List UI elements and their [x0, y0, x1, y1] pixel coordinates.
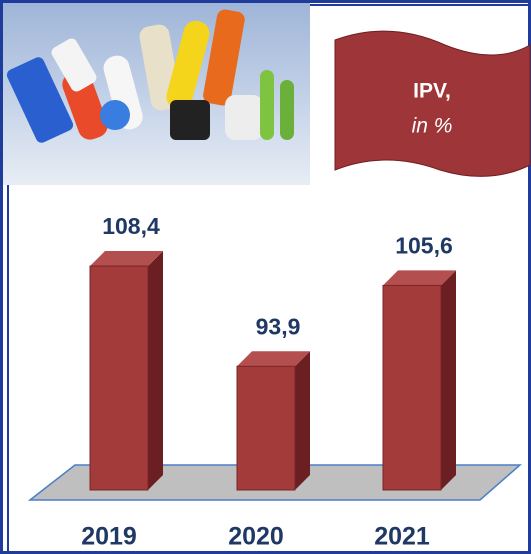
- bar: [89, 265, 149, 491]
- bar: [382, 284, 442, 491]
- chart-subtitle: in %: [412, 115, 453, 138]
- bar-side: [148, 251, 163, 490]
- value-label: 93,9: [256, 313, 301, 339]
- photo: [3, 3, 310, 185]
- bar-side: [441, 270, 456, 490]
- x-tick-label: 2020: [228, 523, 284, 551]
- banner: [334, 30, 531, 177]
- chart-title: IPV,: [413, 80, 451, 103]
- bar: [236, 365, 296, 491]
- x-tick-label: 2019: [81, 523, 137, 551]
- value-label: 108,4: [102, 213, 160, 239]
- bar-top: [237, 351, 310, 367]
- bar-side: [295, 351, 310, 490]
- value-label: 105,6: [395, 232, 453, 258]
- bar-top: [383, 270, 456, 286]
- x-tick-label: 2021: [374, 523, 430, 551]
- bar-top: [90, 251, 163, 267]
